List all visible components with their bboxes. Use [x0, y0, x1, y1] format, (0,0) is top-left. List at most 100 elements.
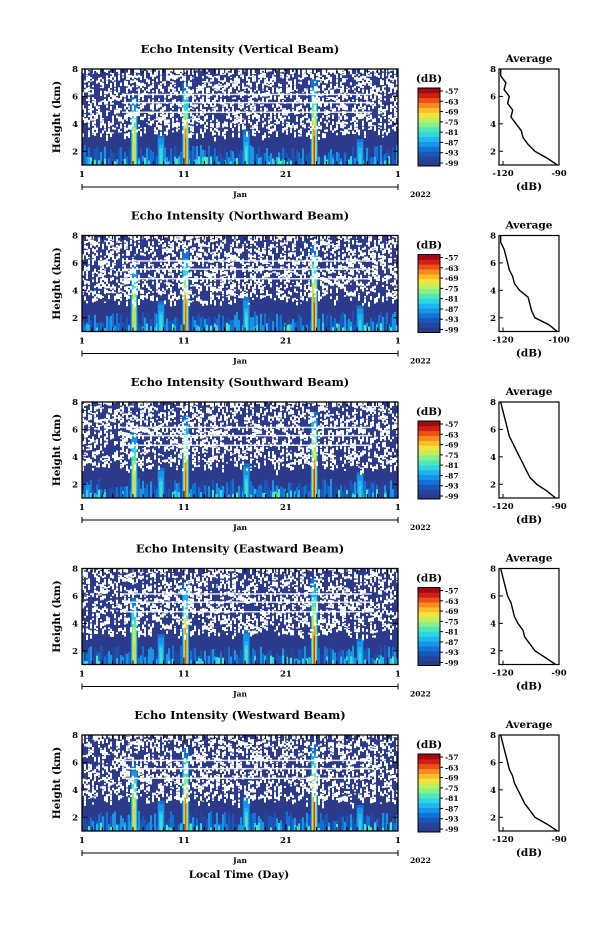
colorbar-swatch: [418, 131, 440, 138]
colorbar-tick-label: -93: [445, 315, 459, 324]
y-tick-label: 2: [72, 813, 78, 823]
colorbar-swatch: [418, 283, 440, 290]
colorbar-tick-label: -81: [445, 128, 459, 137]
colorbar-tick-label: -57: [445, 254, 459, 263]
average-x-tick-label: -90: [551, 669, 566, 679]
y-tick-label: 8: [72, 65, 78, 75]
panel-title: Echo Intensity (Northward Beam): [131, 209, 349, 223]
colorbar-swatch: [418, 484, 440, 490]
colorbar-swatch: [418, 92, 440, 99]
colorbar-swatch: [418, 597, 440, 603]
colorbar-swatch: [418, 455, 440, 461]
colorbar-swatch: [418, 117, 440, 123]
average-title: Average: [505, 53, 553, 65]
colorbar-swatch: [418, 445, 440, 451]
colorbar-swatch: [418, 293, 440, 299]
colorbar-swatch: [418, 641, 440, 647]
x-tick-label: 21: [280, 170, 292, 180]
colorbar-swatch: [418, 773, 440, 779]
colorbar-tick-label: -69: [445, 774, 459, 783]
average-x-tick-label: -120: [492, 502, 513, 512]
y-tick-label: 8: [72, 232, 78, 242]
colorbar-swatch: [418, 278, 440, 285]
colorbar-tick-label: -99: [445, 492, 459, 501]
year-label: 2022: [410, 856, 431, 865]
colorbar-swatch: [418, 327, 440, 333]
average-y-tick-label: 6: [490, 425, 496, 435]
colorbar-tick-label: -63: [445, 597, 459, 606]
heatmap-cells: [82, 402, 398, 498]
colorbar-swatch: [418, 107, 440, 113]
colorbar-tick-label: -69: [445, 108, 459, 117]
colorbar-frame: [417, 254, 441, 333]
y-tick-label: 8: [72, 398, 78, 408]
y-axis-label: Height (km): [51, 580, 63, 652]
panel-1: Echo Intensity (Vertical Beam) 2 4 6 8 Height…: [51, 42, 567, 199]
colorbar-tick-label: -99: [445, 159, 459, 168]
x-tick-label: 21: [280, 337, 292, 347]
average-x-tick-label: -90: [551, 169, 566, 179]
colorbar-tick-label: -63: [445, 763, 459, 772]
year-label: 2022: [410, 190, 431, 199]
panel-title: Echo Intensity (Eastward Beam): [136, 542, 344, 556]
average-y-tick-label: 2: [490, 813, 496, 823]
x-tick-label: 1: [395, 337, 401, 347]
colorbar-swatch: [418, 112, 440, 118]
panel-2: Echo Intensity (Northward Beam) 2 4 6 8 Heigh…: [51, 209, 570, 366]
colorbar-swatch: [418, 758, 440, 765]
colorbar-tick-label: -75: [445, 784, 459, 793]
y-tick-label: 6: [72, 92, 78, 102]
average-profile-line: [500, 69, 558, 166]
heatmap-cells: [82, 735, 398, 831]
colorbar-tick-label: -75: [445, 284, 459, 293]
y-tick-label: 6: [72, 425, 78, 435]
colorbar-tick-label: -75: [445, 118, 459, 127]
y-tick-label: 8: [72, 731, 78, 741]
average-y-tick-label: 4: [490, 120, 496, 130]
colorbar-swatch: [418, 754, 440, 760]
colorbar-tick-label: -69: [445, 441, 459, 450]
colorbar-swatch: [418, 141, 440, 147]
average-title: Average: [505, 553, 553, 565]
colorbar-swatch: [418, 646, 440, 652]
colorbar-tick-label: -81: [445, 461, 459, 470]
y-tick-label: 2: [72, 314, 78, 324]
x-tick-label: 1: [79, 337, 85, 347]
heatmap-cells: [82, 568, 398, 665]
average-x-tick-label: -120: [492, 669, 513, 679]
average-x-label: (dB): [516, 348, 542, 360]
x-tick-label: 11: [178, 836, 190, 846]
average-frame: [498, 234, 560, 333]
colorbar-frame: [417, 587, 441, 666]
colorbar-tick-label: -63: [445, 430, 459, 439]
year-label: 2022: [410, 523, 431, 532]
y-tick-label: 4: [72, 120, 78, 130]
panel-title: Echo Intensity (Vertical Beam): [141, 42, 340, 56]
colorbar-swatch: [418, 136, 440, 143]
colorbar-tick-label: -93: [445, 149, 459, 158]
colorbar-tick-label: -87: [445, 471, 459, 480]
colorbar-swatch: [418, 812, 440, 818]
colorbar-tick-label: -75: [445, 451, 459, 460]
average-title: Average: [505, 719, 553, 731]
colorbar-tick-label: -57: [445, 753, 459, 762]
y-tick-label: 4: [72, 619, 78, 629]
colorbar-swatch: [418, 288, 440, 294]
panel-title: Echo Intensity (Westward Beam): [134, 708, 345, 722]
average-title: Average: [505, 386, 553, 398]
colorbar-swatch: [418, 611, 440, 618]
average-y-tick-label: 8: [490, 731, 496, 741]
colorbar-tick-label: -75: [445, 617, 459, 626]
x-tick-label: 21: [280, 670, 292, 680]
colorbar-swatch: [418, 660, 440, 666]
colorbar-swatch: [418, 156, 440, 162]
year-label: 2022: [410, 690, 431, 699]
heatmap-frame: [81, 68, 399, 166]
colorbar-swatch: [418, 763, 440, 770]
heatmap-frame: [81, 401, 399, 499]
x-tick-label: 1: [395, 670, 401, 680]
colorbar-tick-label: -99: [445, 326, 459, 335]
colorbar-tick-label: -99: [445, 825, 459, 834]
x-tick-label: 1: [395, 836, 401, 846]
